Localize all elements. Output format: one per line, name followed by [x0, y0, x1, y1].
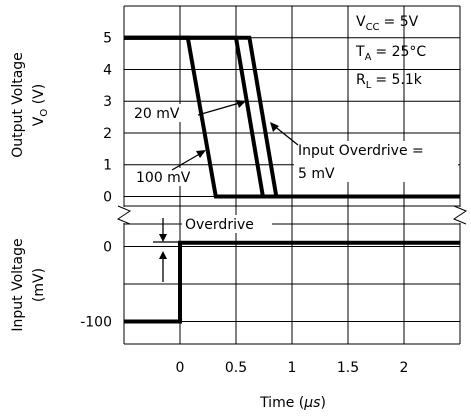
rl-condition: RL = 5.1k — [356, 72, 423, 91]
overdrive-label-backdrop — [294, 141, 458, 182]
x-tick-label: 1.5 — [337, 360, 359, 376]
overdrive-annotation-backdrop — [182, 215, 272, 233]
axis-break-left — [116, 205, 132, 225]
series-label-100mv: 100 mV — [136, 170, 191, 186]
axis-break-right — [452, 205, 468, 225]
x-tick-label: 0.5 — [225, 360, 247, 376]
series-label-20mv: 20 mV — [134, 106, 180, 122]
trace-layer — [124, 35, 460, 324]
label-20mv-backdrop — [131, 104, 197, 122]
text-layer: VCC = 5V TA = 25°C RL = 5.1k 20 mV 100 mV I… — [10, 14, 458, 411]
output-ytick-label: 2 — [103, 126, 112, 142]
output-ytick-label: 1 — [103, 158, 112, 174]
arrow-100mv-head — [196, 150, 206, 158]
output-ytick-label: 0 — [103, 189, 112, 205]
output-ytick-label: 4 — [103, 62, 112, 78]
overdrive-arrow-down-head — [159, 234, 167, 242]
series-label-overdrive-line1: Input Overdrive = — [298, 143, 424, 159]
arrow-5mv — [272, 124, 299, 146]
x-tick-label: 1 — [288, 360, 297, 376]
input-ylabel-line1: Input Voltage — [10, 238, 26, 331]
vcc-condition: VCC = 5V — [356, 14, 419, 33]
input-ytick-label: 0 — [103, 240, 112, 256]
input-ytick-label: -100 — [80, 315, 112, 331]
annotation-arrows — [153, 100, 299, 282]
output-ylabel-line1: Output Voltage — [10, 52, 26, 158]
x-tick-label: 0 — [176, 360, 185, 376]
series-label-overdrive-line2: 5 mV — [298, 166, 335, 182]
arrow-20mv-head — [236, 100, 246, 108]
x-axis-title: Time (µs) — [259, 395, 326, 411]
x-tick-label: 2 — [400, 360, 409, 376]
input-overdrive-label: Overdrive — [185, 217, 254, 233]
arrow-100mv — [171, 151, 204, 171]
output-ylabel-line2: VO (V) — [31, 84, 50, 126]
input-trace — [124, 240, 460, 324]
output-ytick-label: 5 — [103, 31, 112, 47]
label-100mv-backdrop — [133, 168, 203, 186]
output-trace-5mv — [124, 35, 460, 199]
overdrive-arrow-up-head — [159, 251, 167, 259]
input-ylabel-line2: (mV) — [31, 268, 47, 302]
output-ytick-label: 3 — [103, 94, 112, 110]
arrow-20mv — [197, 101, 244, 116]
tick-label-layer: 0 1 2 3 4 5 0 -100 0 0.5 1 1.5 2 — [80, 31, 408, 376]
arrow-5mv-head — [270, 122, 279, 132]
ta-condition: TA = 25°C — [355, 44, 426, 63]
